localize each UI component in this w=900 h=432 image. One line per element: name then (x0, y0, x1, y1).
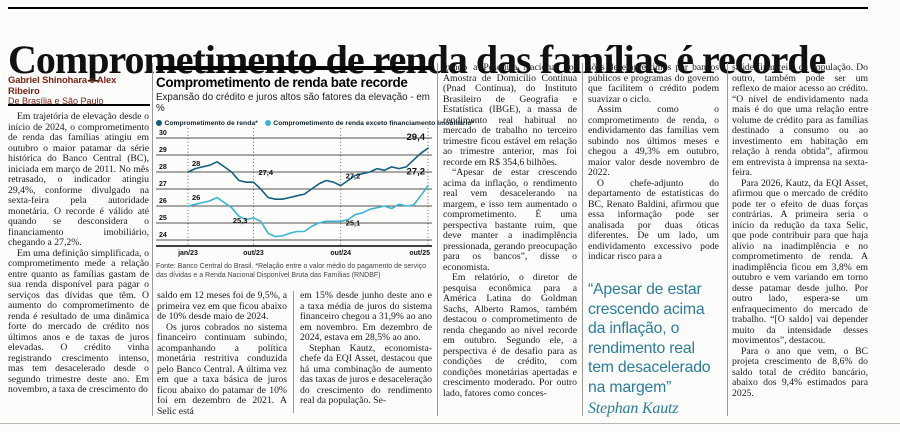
chart-legend: Comprometimento de renda* Comprometiment… (156, 120, 474, 127)
article-column-5: sões de empréstimos por bancos públicos … (588, 63, 719, 268)
column-divider (727, 63, 728, 416)
article-column-3: em 15% desde junho deste ano e a taxa mé… (300, 291, 432, 414)
paragraph: Assim como o comprometimento de renda, o… (588, 104, 719, 178)
article-column-1: Em trajetória de elevação desde o início… (8, 112, 149, 413)
paragraph: Em trajetória de elevação desde o início… (8, 112, 149, 248)
svg-text:27: 27 (159, 181, 167, 188)
paragraph: “Apesar de estar crescendo acima da infl… (443, 167, 577, 273)
column-divider (152, 63, 153, 416)
svg-text:27,2: 27,2 (407, 167, 426, 178)
svg-text:30: 30 (159, 130, 167, 137)
chart-subtitle: Expansão do crédito e juros altos são fa… (156, 91, 430, 114)
paragraph: Em uma definição simplificada, o comprom… (8, 247, 149, 395)
top-rule (8, 7, 868, 9)
byline-rule (8, 104, 150, 106)
paragraph: Para o ano que vem, o BC projeta crescim… (732, 345, 868, 399)
legend-label: Comprometimento de renda* (164, 119, 258, 127)
paragraph: saldo em 12 meses foi de 9,5%, a primeir… (157, 291, 287, 322)
svg-text:29,4: 29,4 (407, 132, 426, 143)
paragraph: Stephan Kautz, economista-chefe da EQI A… (300, 342, 432, 406)
byline-authors: Gabriel Shinohara e Alex Ribeiro (8, 74, 117, 96)
byline: Gabriel Shinohara e Alex Ribeiro De Bras… (8, 74, 150, 107)
legend-dot-icon (156, 120, 162, 126)
svg-text:27,2: 27,2 (346, 172, 361, 181)
chart-title: Comprometimento de renda bate recorde (156, 74, 408, 90)
article-column-4: gundo a Pesquisa Nacional por Amostra de… (443, 63, 577, 416)
page-title: Comprometimento de renda das famílias é … (8, 36, 826, 82)
bottom-rule (0, 423, 900, 424)
column-divider (437, 63, 438, 416)
legend-item: Comprometimento de renda exceto financia… (264, 119, 475, 127)
paragraph: gundo a Pesquisa Nacional por Amostra de… (443, 63, 577, 168)
paragraph: saúde financeira da população. Do outro,… (732, 63, 868, 178)
chart-top-bar (156, 66, 432, 70)
byline-location: De Brasília e São Paulo (8, 96, 104, 106)
svg-text:29: 29 (159, 147, 167, 154)
svg-text:26: 26 (192, 193, 200, 202)
paragraph: O chefe-adjunto do departamento de estat… (588, 177, 719, 262)
paragraph: Para 2026, Kautz, da EQI Asset, afirmou … (732, 177, 868, 346)
paragraph: Em relatório, o diretor de pesquisa econ… (443, 272, 577, 399)
legend-label: Comprometimento de renda exceto financia… (273, 119, 475, 127)
svg-text:28: 28 (159, 164, 167, 171)
svg-text:27,4: 27,4 (258, 168, 273, 177)
svg-text:24: 24 (159, 232, 167, 239)
svg-text:26: 26 (159, 198, 167, 205)
svg-text:out/24: out/24 (330, 250, 351, 257)
svg-text:25: 25 (159, 215, 167, 222)
chart-source-note: Fonte: Banco Central do Brasil. *Relação… (156, 263, 427, 279)
paragraph: sões de empréstimos por bancos públicos … (588, 63, 719, 105)
article-column-2: saldo em 12 meses foi de 9,5%, a primeir… (157, 291, 287, 414)
svg-text:out/25: out/25 (409, 250, 430, 257)
pull-quote-attribution: Stephan Kautz (588, 400, 679, 417)
svg-text:25,3: 25,3 (233, 216, 248, 225)
pull-quote: “Apesar de estar crescendo acima da infl… (588, 280, 722, 419)
column-divider (582, 63, 583, 416)
svg-text:out/23: out/23 (243, 250, 264, 257)
legend-dot-icon (264, 120, 271, 126)
paragraph: em 15% desde junho deste ano e a taxa mé… (300, 291, 432, 343)
svg-text:28: 28 (192, 159, 200, 168)
line-chart: 30 29 28 27 26 25 24 jan/23 out/23 out/24 out/25 28… (156, 128, 432, 257)
article-column-6: saúde financeira da população. Do outro,… (732, 63, 868, 416)
chart-panel: Comprometimento de renda bate recorde Ex… (156, 66, 474, 127)
paragraph: Os juros cobrados no sistema financeiro … (157, 321, 287, 414)
svg-text:jan/23: jan/23 (177, 250, 198, 257)
column-divider (293, 291, 294, 413)
svg-text:25,1: 25,1 (346, 218, 361, 227)
legend-item: Comprometimento de renda* (156, 120, 258, 127)
pull-quote-text: “Apesar de estar crescendo acima da infl… (588, 281, 711, 396)
